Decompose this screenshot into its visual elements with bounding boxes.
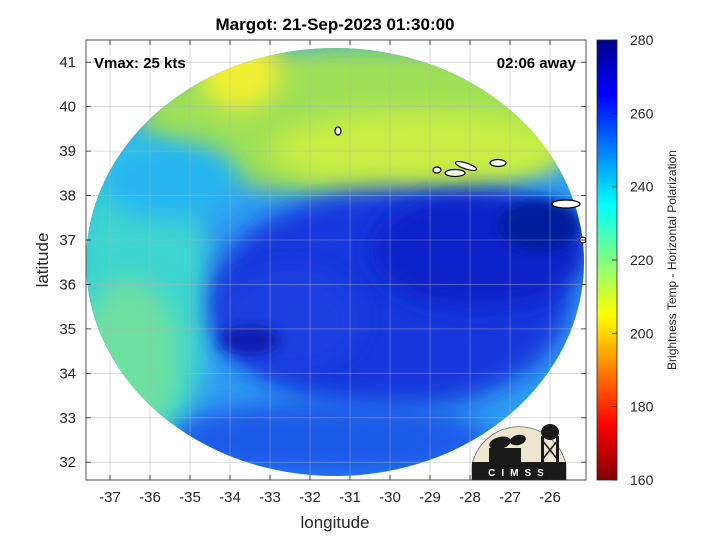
y-tick-label: 32 (59, 454, 76, 471)
colorbar-tick-label: 260 (630, 105, 654, 121)
x-axis: -37 -36 -35 -34 -33 -32 -31 -30 -29 -28 -27 -26 (99, 40, 561, 506)
x-tick-label: -26 (539, 489, 561, 506)
cimss-logo-text: CIMSS (488, 468, 550, 479)
plot-area: CIMSS Vmax: 25 kts 02:06 away -37 -36 -35-… (33, 39, 587, 532)
x-tick-label: -37 (99, 489, 121, 506)
colorbar-tick-label: 160 (630, 472, 654, 488)
x-tick-label: -28 (459, 489, 481, 506)
x-tick-label: -34 (219, 489, 241, 506)
y-tick-label: 34 (59, 365, 76, 382)
colorbar-tick-label: 280 (630, 32, 654, 48)
x-tick-label: -32 (299, 489, 321, 506)
y-axis: 32 33 34 35 36 37 38 39 40 41 (59, 54, 586, 471)
x-tick-label: -35 (179, 489, 201, 506)
axes-frame (85, 39, 587, 481)
colorbar-tick-label: 180 (630, 399, 654, 415)
y-tick-label: 35 (59, 321, 76, 338)
y-tick-label: 41 (59, 54, 76, 71)
x-tick-label: -33 (259, 489, 281, 506)
x-tick-label: -27 (499, 489, 521, 506)
y-tick-label: 39 (59, 143, 76, 160)
y-tick-label: 33 (59, 410, 76, 427)
colorbar-label: Brightness Temp - Horizontal Polarizatio… (665, 150, 679, 370)
colorbar: 160 180 200 220 240 260 280 Brightness Temp - … (596, 32, 679, 488)
y-tick-label: 36 (59, 276, 76, 293)
gridlines (86, 40, 586, 480)
colorbar-tick-label: 240 (630, 179, 654, 195)
y-tick-label: 38 (59, 188, 76, 205)
time-offset-label: 02:06 away (497, 55, 577, 72)
y-tick-label: 37 (59, 232, 76, 249)
x-tick-label: -30 (379, 489, 401, 506)
vmax-label: Vmax: 25 kts (94, 55, 186, 72)
cimss-logo: CIMSS (471, 424, 567, 481)
x-tick-label: -29 (419, 489, 441, 506)
x-tick-label: -36 (139, 489, 161, 506)
y-tick-label: 40 (59, 99, 76, 116)
chart-title: Margot: 21-Sep-2023 01:30:00 (215, 15, 454, 34)
water-tower-icon (541, 436, 544, 470)
colorbar-ticks: 160 180 200 220 240 260 280 (612, 32, 654, 488)
x-axis-label: longitude (300, 513, 369, 532)
satellite-dish-icon (489, 436, 511, 450)
colorbar-tick-label: 200 (630, 325, 654, 341)
contour-outlines (334, 126, 587, 244)
y-axis-label: latitude (33, 233, 52, 288)
colorbar-tick-label: 220 (630, 252, 654, 268)
x-tick-label: -31 (339, 489, 361, 506)
